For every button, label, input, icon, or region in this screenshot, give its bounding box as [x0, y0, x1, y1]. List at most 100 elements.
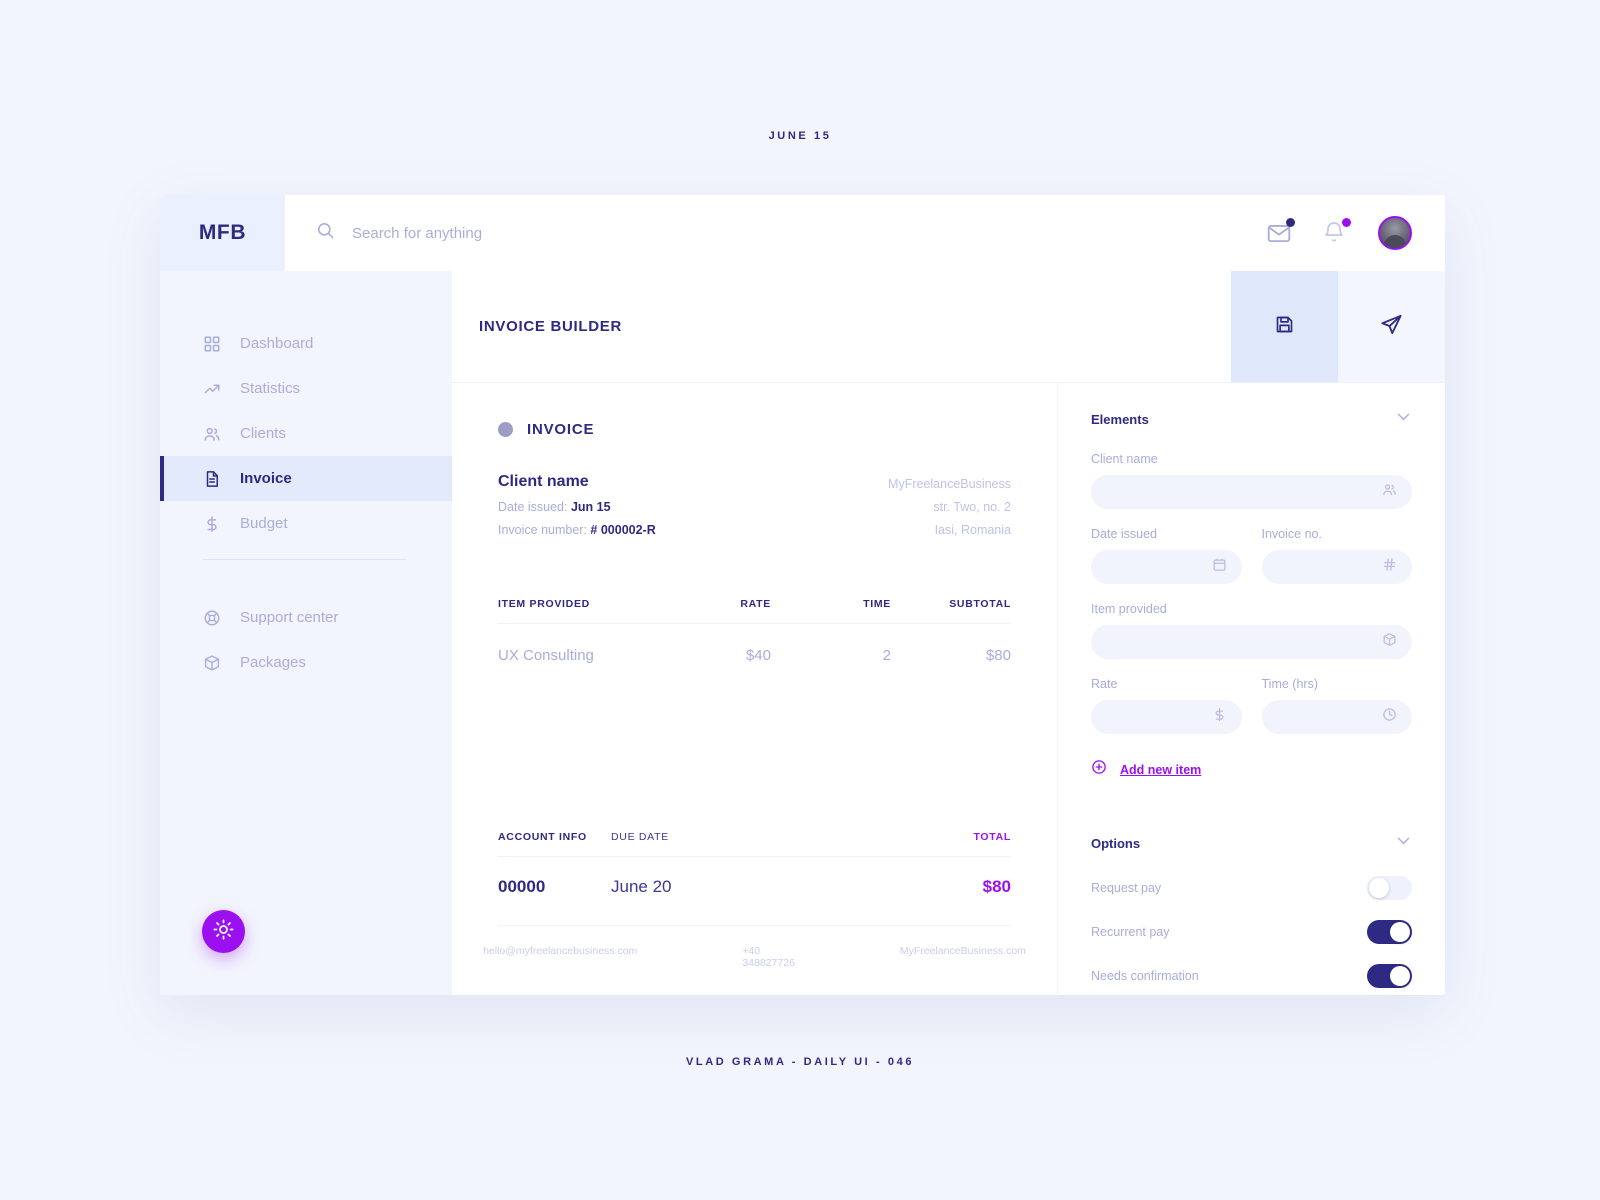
- invoice-status-dot: [498, 422, 513, 437]
- sidebar-item-packages[interactable]: Packages: [160, 640, 452, 685]
- field-rate: Rate: [1091, 677, 1242, 752]
- invoice-client-name: Client name: [498, 473, 589, 490]
- summary-table-row: 00000 June 20 $80: [498, 857, 1011, 926]
- date-issued-input[interactable]: [1091, 550, 1242, 584]
- field-label: Time (hrs): [1261, 677, 1318, 691]
- dollar-icon: [203, 515, 221, 533]
- sidebar-item-label: Statistics: [240, 380, 301, 397]
- mail-badge: [1286, 218, 1295, 227]
- option-recurrent-pay: Recurrent pay: [1091, 920, 1412, 944]
- field-label: Date issued: [1091, 527, 1158, 541]
- elements-section: Elements Client name: [1058, 383, 1445, 807]
- app-window: MFB: [160, 195, 1445, 995]
- option-needs-confirmation: Needs confirmation: [1091, 964, 1412, 988]
- topbar-actions: [1266, 195, 1445, 271]
- theme-toggle-button[interactable]: [202, 910, 245, 953]
- hash-icon: [1382, 557, 1397, 577]
- time-hrs-input[interactable]: [1261, 700, 1412, 734]
- sidebar-item-label: Packages: [240, 654, 306, 671]
- needs-confirmation-toggle[interactable]: [1367, 964, 1412, 988]
- sidebar-item-budget[interactable]: Budget: [160, 501, 452, 546]
- invoice-document: INVOICE Client name Date issued: Jun 15 …: [452, 383, 1057, 995]
- header-account-info: ACCOUNT INFO: [498, 831, 587, 843]
- sidebar: Dashboard Statistics Clients: [160, 271, 452, 995]
- sidebar-divider: [203, 559, 407, 560]
- request-pay-toggle[interactable]: [1367, 876, 1412, 900]
- bottom-caption: VLAD GRAMA - DAILY UI - 046: [685, 1056, 915, 1068]
- invoice-company-block: MyFreelanceBusiness str. Two, no. 2 Iasi…: [888, 473, 1011, 542]
- options-title: Options: [1091, 835, 1141, 851]
- chevron-down-icon[interactable]: [1395, 408, 1412, 430]
- sidebar-item-label: Support center: [240, 609, 339, 626]
- brand-logo[interactable]: MFB: [160, 195, 285, 271]
- option-label: Request pay: [1091, 881, 1162, 895]
- box-icon: [203, 654, 221, 672]
- header-rate: RATE: [740, 598, 771, 611]
- search-bar[interactable]: [285, 195, 1266, 271]
- sidebar-item-invoice[interactable]: Invoice: [160, 456, 452, 501]
- header-due-date: DUE DATE: [611, 831, 669, 843]
- sidebar-item-label: Dashboard: [240, 335, 314, 352]
- invoice-number: Invoice number: # 000002-R: [498, 523, 656, 537]
- sidebar-item-statistics[interactable]: Statistics: [160, 366, 452, 411]
- cell-subtotal: $80: [985, 647, 1011, 665]
- search-input[interactable]: [352, 224, 852, 242]
- field-item-provided: Item provided: [1091, 602, 1412, 659]
- header-item-provided: ITEM PROVIDED: [498, 598, 590, 611]
- field-date-issued: Date issued: [1091, 527, 1242, 602]
- item-provided-input[interactable]: [1091, 625, 1412, 659]
- dollar-icon: [1212, 707, 1227, 727]
- chevron-down-icon[interactable]: [1395, 832, 1412, 854]
- summary-table-header: ACCOUNT INFO DUE DATE TOTAL: [498, 831, 1011, 857]
- lifebuoy-icon: [203, 609, 221, 627]
- date-issued-label: Date issued:: [498, 500, 568, 514]
- send-icon: [1380, 313, 1403, 341]
- invoice-client-block: Client name Date issued: Jun 15 Invoice …: [498, 473, 656, 542]
- cell-total: $80: [982, 877, 1011, 896]
- rate-input[interactable]: [1091, 700, 1242, 734]
- field-invoice-no: Invoice no.: [1261, 527, 1412, 602]
- invoice-date-issued: Date issued: Jun 15: [498, 500, 656, 514]
- invoice-no-input[interactable]: [1261, 550, 1412, 584]
- sidebar-item-label: Invoice: [240, 470, 292, 487]
- sidebar-item-support-center[interactable]: Support center: [160, 595, 452, 640]
- company-name: MyFreelanceBusiness: [888, 477, 1011, 491]
- users-icon: [203, 425, 221, 443]
- plus-circle-icon: [1091, 759, 1107, 780]
- clock-icon: [1382, 707, 1397, 727]
- cell-due-date: June 20: [611, 877, 672, 896]
- invoice-badge: INVOICE: [498, 421, 1011, 438]
- avatar[interactable]: [1378, 216, 1412, 250]
- items-table-header: ITEM PROVIDED RATE TIME SUBTOTAL: [498, 598, 1011, 625]
- sidebar-item-label: Clients: [240, 425, 286, 442]
- bell-icon[interactable]: [1322, 218, 1351, 246]
- users-icon: [1382, 482, 1397, 502]
- header-subtotal: SUBTOTAL: [949, 598, 1011, 611]
- sidebar-item-clients[interactable]: Clients: [160, 411, 452, 456]
- save-button[interactable]: [1231, 271, 1338, 382]
- sidebar-item-dashboard[interactable]: Dashboard: [160, 321, 452, 366]
- document-icon: [203, 470, 221, 488]
- header-total: TOTAL: [973, 831, 1011, 843]
- side-panel: Elements Client name: [1057, 383, 1445, 995]
- grid-icon: [203, 335, 221, 353]
- mail-icon[interactable]: [1266, 218, 1295, 246]
- top-caption: JUNE 15: [768, 130, 832, 142]
- box-icon: [1382, 632, 1397, 652]
- recurrent-pay-toggle[interactable]: [1367, 920, 1412, 944]
- client-name-input[interactable]: [1091, 475, 1412, 509]
- page-title: INVOICE BUILDER: [479, 318, 623, 335]
- contact-phone: +40 348827726: [742, 945, 795, 969]
- add-new-item-button[interactable]: Add new item: [1091, 759, 1412, 780]
- table-row: UX Consulting $40 2 $80: [498, 624, 1011, 664]
- field-label: Item provided: [1091, 602, 1167, 616]
- date-issued-value: Jun 15: [570, 500, 611, 514]
- invoice-spacer: [498, 664, 1011, 831]
- field-label: Rate: [1091, 677, 1118, 691]
- contact-email: hello@myfreelancebusiness.com: [483, 945, 638, 957]
- invoice-number-value: # 000002-R: [590, 523, 656, 537]
- header-time: TIME: [863, 598, 891, 611]
- send-button[interactable]: [1338, 271, 1445, 382]
- cell-rate: $40: [745, 647, 771, 665]
- sidebar-item-label: Budget: [240, 515, 288, 532]
